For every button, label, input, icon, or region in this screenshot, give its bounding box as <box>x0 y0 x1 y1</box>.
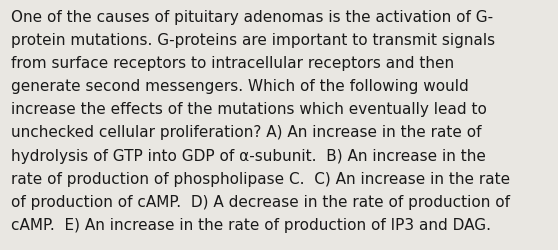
Text: increase the effects of the mutations which eventually lead to: increase the effects of the mutations wh… <box>11 102 487 117</box>
Text: protein mutations. G-proteins are important to transmit signals: protein mutations. G-proteins are import… <box>11 33 496 48</box>
Text: from surface receptors to intracellular receptors and then: from surface receptors to intracellular … <box>11 56 454 71</box>
Text: unchecked cellular proliferation? A) An increase in the rate of: unchecked cellular proliferation? A) An … <box>11 125 482 140</box>
Text: rate of production of phospholipase C.  C) An increase in the rate: rate of production of phospholipase C. C… <box>11 171 510 186</box>
Text: cAMP.  E) An increase in the rate of production of IP3 and DAG.: cAMP. E) An increase in the rate of prod… <box>11 217 491 232</box>
Text: generate second messengers. Which of the following would: generate second messengers. Which of the… <box>11 79 469 94</box>
Text: One of the causes of pituitary adenomas is the activation of G-: One of the causes of pituitary adenomas … <box>11 10 493 25</box>
Text: of production of cAMP.  D) A decrease in the rate of production of: of production of cAMP. D) A decrease in … <box>11 194 510 209</box>
Text: hydrolysis of GTP into GDP of α-subunit.  B) An increase in the: hydrolysis of GTP into GDP of α-subunit.… <box>11 148 486 163</box>
